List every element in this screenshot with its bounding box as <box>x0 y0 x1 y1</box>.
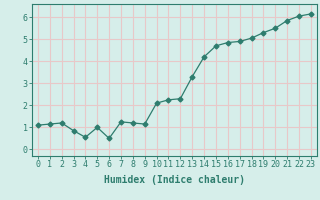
X-axis label: Humidex (Indice chaleur): Humidex (Indice chaleur) <box>104 175 245 185</box>
